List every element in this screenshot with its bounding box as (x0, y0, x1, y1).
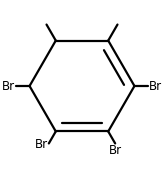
Text: Br: Br (2, 79, 15, 93)
Text: Br: Br (35, 138, 48, 151)
Text: Br: Br (149, 79, 162, 93)
Text: Br: Br (109, 144, 122, 157)
